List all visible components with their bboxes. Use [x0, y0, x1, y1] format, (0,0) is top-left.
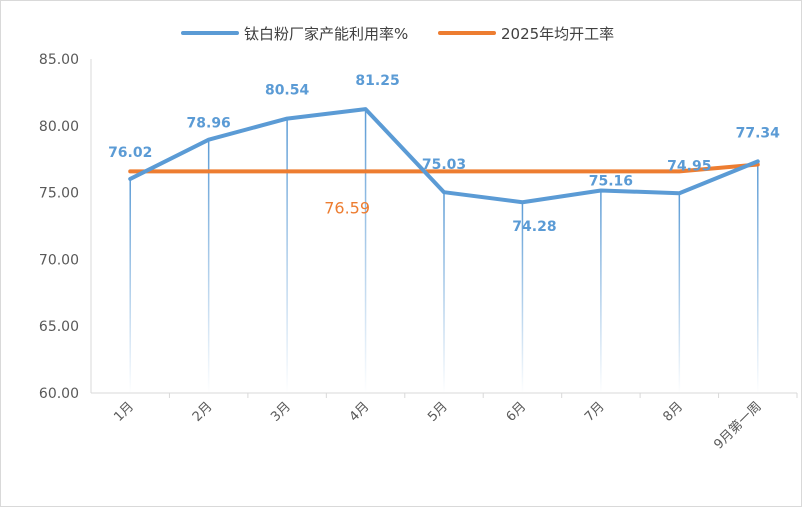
drop-line	[286, 118, 288, 393]
y-tick-label: 80.00	[39, 119, 79, 135]
x-tick-label: 3月	[268, 399, 294, 425]
y-tick-label: 70.00	[39, 252, 79, 268]
data-label-utilization: 74.95	[667, 158, 711, 174]
x-tick-label: 4月	[347, 399, 373, 425]
data-label-annual-average: 76.59	[324, 198, 370, 217]
x-tick-label: 2月	[190, 399, 216, 425]
series-line-utilization	[128, 107, 760, 205]
y-tick-label: 85.00	[39, 52, 79, 68]
y-tick-label: 65.00	[39, 319, 79, 335]
y-tick-label: 60.00	[39, 386, 79, 402]
drop-line	[521, 202, 524, 393]
x-tick-label: 8月	[661, 399, 687, 425]
drop-line	[129, 178, 131, 393]
legend-label-utilization: 钛白粉厂家产能利用率%	[244, 25, 408, 43]
x-tick-label: 5月	[425, 399, 451, 425]
axes: 60.00 65.00 70.00 75.00 80.00 85.00 1月 2月 3月 4月 5月…	[39, 52, 798, 452]
data-label-utilization: 81.25	[355, 73, 399, 89]
data-label-utilization: 78.96	[187, 116, 231, 132]
x-tick-label: 6月	[504, 399, 530, 425]
data-label-utilization: 76.02	[108, 145, 152, 161]
data-label-utilization: 77.34	[736, 125, 781, 141]
drop-line	[757, 161, 759, 393]
data-label-utilization: 75.16	[589, 173, 633, 189]
x-tick-label: 9月第一周	[711, 399, 764, 452]
data-label-utilization: 75.03	[422, 157, 466, 173]
drop-line	[207, 139, 210, 393]
series-line-annual-average	[128, 162, 760, 174]
x-tick-label: 1月	[111, 399, 137, 425]
drop-line	[678, 193, 681, 393]
drop-line	[600, 190, 602, 393]
data-label-utilization: 74.28	[512, 219, 556, 235]
drop-lines	[129, 109, 759, 393]
series-group	[128, 107, 760, 205]
data-labels: 76.02 78.96 80.54 81.25 75.03 74.28 75.16 74.95…	[108, 73, 780, 235]
x-tick-label: 7月	[582, 399, 608, 425]
drop-line	[364, 109, 367, 393]
data-label-utilization: 80.54	[265, 83, 310, 99]
legend-label-annual-average: 2025年均开工率	[501, 25, 614, 43]
y-tick-label: 75.00	[39, 186, 79, 202]
legend: 钛白粉厂家产能利用率% 2025年均开工率	[181, 25, 614, 43]
drop-line	[443, 192, 445, 393]
